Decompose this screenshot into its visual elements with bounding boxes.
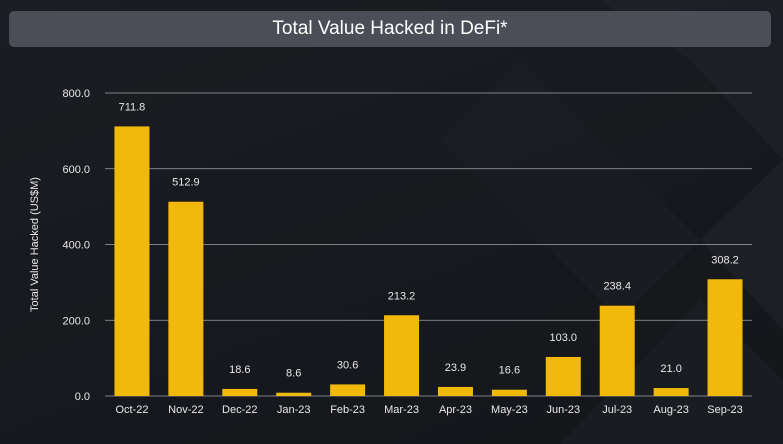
data-label: 23.9 <box>445 362 466 374</box>
data-label: 18.6 <box>229 364 250 376</box>
bar-sep-23 <box>707 279 743 396</box>
bar-oct-22 <box>114 126 150 396</box>
x-tick-label: Jun-23 <box>546 404 580 416</box>
x-tick-label: Dec-22 <box>222 404 257 416</box>
data-label: 512.9 <box>172 177 200 189</box>
bar-jan-23 <box>276 392 312 396</box>
y-tick-label: 0.0 <box>75 391 90 403</box>
chart-title: Total Value Hacked in DeFi* <box>272 18 508 39</box>
y-tick-label: 600.0 <box>62 164 90 176</box>
data-label: 8.6 <box>286 368 301 380</box>
y-tick-label: 400.0 <box>62 240 90 252</box>
y-tick-label: 200.0 <box>62 315 90 327</box>
y-tick-label: 800.0 <box>62 88 90 100</box>
data-label: 103.0 <box>550 332 578 344</box>
bar-jul-23 <box>599 305 635 396</box>
bar-nov-22 <box>168 201 204 396</box>
x-tick-label: Feb-23 <box>330 404 365 416</box>
bar-mar-23 <box>384 315 420 396</box>
data-label: 213.2 <box>388 290 416 302</box>
bar-feb-23 <box>330 384 366 396</box>
chart-title-bar: Total Value Hacked in DeFi* <box>9 11 771 47</box>
x-tick-label: Jul-23 <box>602 404 632 416</box>
x-tick-label: Sep-23 <box>707 404 742 416</box>
bar-apr-23 <box>437 386 473 396</box>
data-label: 308.2 <box>711 254 739 266</box>
x-tick-label: Oct-22 <box>115 404 148 416</box>
data-labels: 711.8 512.9 18.6 8.6 30.6 213.2 23.9 16.6 103.0 2… <box>119 101 739 379</box>
bars <box>114 126 743 396</box>
y-axis-ticks: 0.0 200.0 400.0 600.0 800.0 <box>62 88 90 403</box>
data-label: 16.6 <box>499 365 520 377</box>
x-tick-label: Mar-23 <box>384 404 419 416</box>
x-tick-label: Nov-22 <box>168 404 203 416</box>
x-tick-label: May-23 <box>491 404 528 416</box>
bar-dec-22 <box>222 388 258 396</box>
data-label: 238.4 <box>603 281 631 293</box>
bar-jun-23 <box>545 356 581 396</box>
bar-may-23 <box>491 389 527 396</box>
y-axis-label: Total Value Hacked (US$M) <box>29 177 41 312</box>
data-label: 711.8 <box>119 101 146 113</box>
bar-aug-23 <box>653 388 689 396</box>
x-tick-label: Aug-23 <box>653 404 688 416</box>
data-label: 21.0 <box>660 363 681 375</box>
x-axis-ticks: Oct-22 Nov-22 Dec-22 Jan-23 Feb-23 Mar-23 Apr-… <box>115 404 742 416</box>
x-tick-label: Jan-23 <box>277 404 311 416</box>
gridlines <box>105 92 752 397</box>
data-label: 30.6 <box>337 359 358 371</box>
x-tick-label: Apr-23 <box>439 404 472 416</box>
